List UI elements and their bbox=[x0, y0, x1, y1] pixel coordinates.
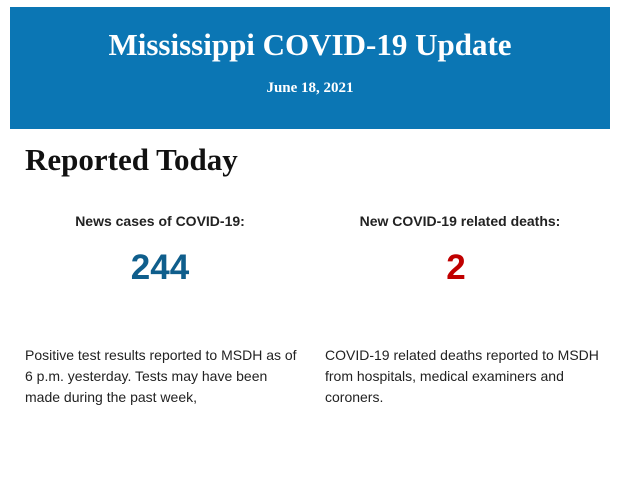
header-title: Mississippi COVID-19 Update bbox=[108, 27, 512, 62]
stat-description: COVID-19 related deaths reported to MSDH… bbox=[325, 347, 599, 405]
stat-label: New COVID-19 related deaths: bbox=[359, 213, 561, 229]
header-banner: Mississippi COVID-19 Update June 18, 202… bbox=[10, 7, 610, 129]
stat-description: Positive test results reported to MSDH a… bbox=[25, 347, 297, 405]
stat-value: 244 bbox=[130, 248, 190, 287]
stat-label: News cases of COVID-19: bbox=[75, 213, 245, 229]
header-date: June 18, 2021 bbox=[266, 80, 354, 96]
section-heading: Reported Today bbox=[25, 142, 238, 177]
stat-value: 2 bbox=[446, 248, 466, 287]
